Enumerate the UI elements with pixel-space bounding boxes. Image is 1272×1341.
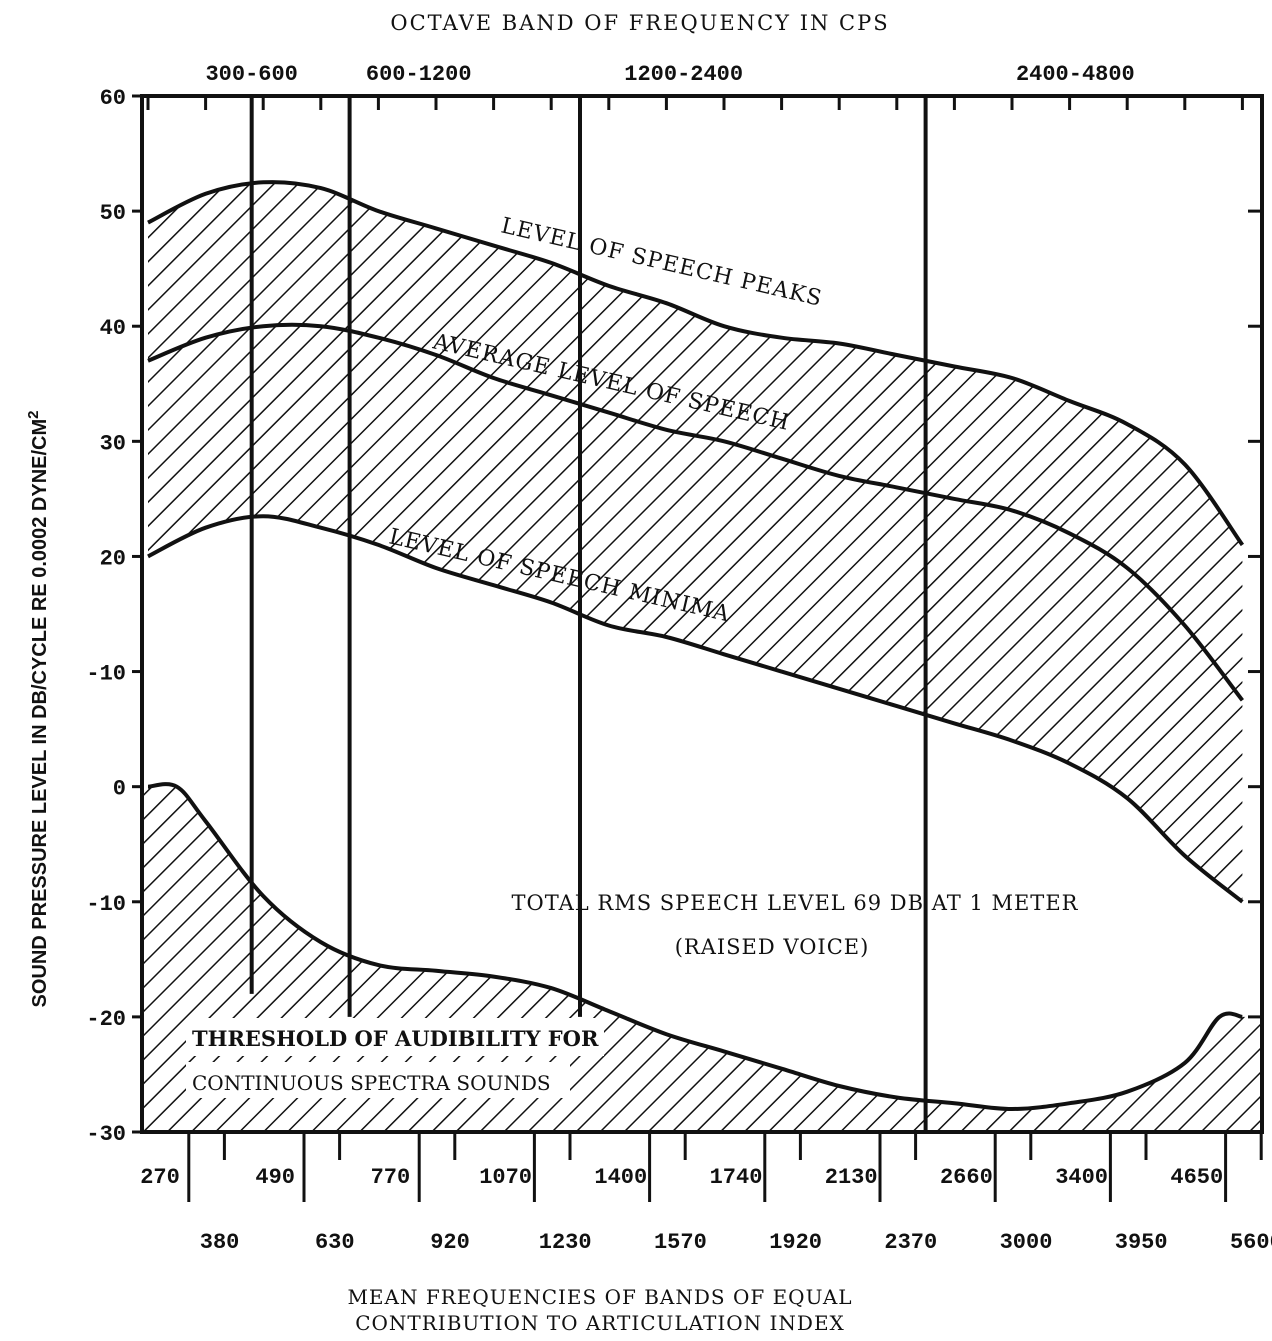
octave-dividers [249, 96, 928, 1132]
x-tick-label-1400: 1400 [594, 1165, 647, 1190]
x-tick-label-2660: 2660 [940, 1165, 993, 1190]
top-band-labels: 300-600 600-1200 1200-2400 2400-4800 [205, 62, 1134, 87]
top-band-label-2400-4800: 2400-4800 [1016, 62, 1135, 87]
threshold-annotation-line2: CONTINUOUS SPECTRA SOUNDS [192, 1071, 551, 1095]
x-tick-label-5600: 5600 [1230, 1230, 1272, 1255]
x-tick-label-1230: 1230 [539, 1230, 592, 1255]
x-tick-label-1920: 1920 [769, 1230, 822, 1255]
y-tick-label-8: -20 [86, 1007, 126, 1032]
x-tick-label-770: 770 [371, 1165, 411, 1190]
top-band-label-600-1200: 600-1200 [366, 62, 472, 87]
total-level-annotation: TOTAL RMS SPEECH LEVEL 69 DB AT 1 METER [512, 891, 1079, 915]
x-tick-label-2370: 2370 [884, 1230, 937, 1255]
top-band-label-1200-2400: 1200-2400 [624, 62, 743, 87]
y-tick-label-4: 20 [100, 546, 126, 571]
series-line-threshold [147, 782, 1243, 1112]
y-tick-label-0: 60 [100, 86, 126, 111]
top-band-label-300-600: 300-600 [205, 62, 297, 87]
x-tick-label-380: 380 [200, 1230, 240, 1255]
threshold-label-bg [186, 1018, 604, 1056]
x-tick-label-270: 270 [140, 1165, 180, 1190]
y-tick-label-9: -30 [86, 1122, 126, 1147]
y-tick-label-2: 40 [100, 316, 126, 341]
series-line-speech-minima [147, 514, 1244, 904]
x-axis-title-line1: MEAN FREQUENCIES OF BANDS OF EQUAL [347, 1285, 852, 1309]
series-line-speech-peaks [147, 180, 1245, 547]
y-axis-title: SOUND PRESSURE LEVEL IN DB/CYCLE RE 0.00… [25, 411, 51, 1008]
y-tick-label-6: 0 [113, 777, 126, 802]
bottom-axis: 270 490 770 1070 1400 1740 2130 2660 3400 4650 380… [140, 1132, 1272, 1255]
x-tick-label-1070: 1070 [479, 1165, 532, 1190]
y-axis: 60 50 40 30 20 -10 0 -10 -20 -30 [86, 86, 1262, 1147]
x-tick-label-3400: 3400 [1055, 1165, 1108, 1190]
top-axis-ticks [146, 96, 1244, 110]
speech-range-hatched-area [148, 182, 1243, 902]
x-axis-title-line2: CONTRIBUTION TO ARTICULATION INDEX [355, 1311, 845, 1335]
x-tick-label-2130: 2130 [825, 1165, 878, 1190]
x-tick-label-920: 920 [430, 1230, 470, 1255]
x-tick-label-4650: 4650 [1170, 1165, 1223, 1190]
y-tick-label-7: -10 [86, 892, 126, 917]
x-tick-label-1740: 1740 [710, 1165, 763, 1190]
y-tick-label-3: 30 [100, 431, 126, 456]
top-axis-title: OCTAVE BAND OF FREQUENCY IN CPS [390, 11, 889, 35]
threshold-label-bg-2 [186, 1062, 570, 1098]
series-line-average-speech [147, 322, 1244, 702]
x-tick-label-3000: 3000 [1000, 1230, 1053, 1255]
plot-frame [140, 94, 1264, 1134]
y-tick-label-1: 50 [100, 201, 126, 226]
x-tick-label-1570: 1570 [654, 1230, 707, 1255]
threshold-annotation-line1: THRESHOLD OF AUDIBILITY FOR [192, 1026, 599, 1051]
x-tick-label-630: 630 [315, 1230, 355, 1255]
x-tick-label-3950: 3950 [1115, 1230, 1168, 1255]
y-tick-label-5: -10 [86, 662, 126, 687]
x-tick-label-490: 490 [255, 1165, 295, 1190]
series-curves [147, 180, 1245, 1112]
raised-voice-annotation: (RAISED VOICE) [675, 935, 870, 959]
